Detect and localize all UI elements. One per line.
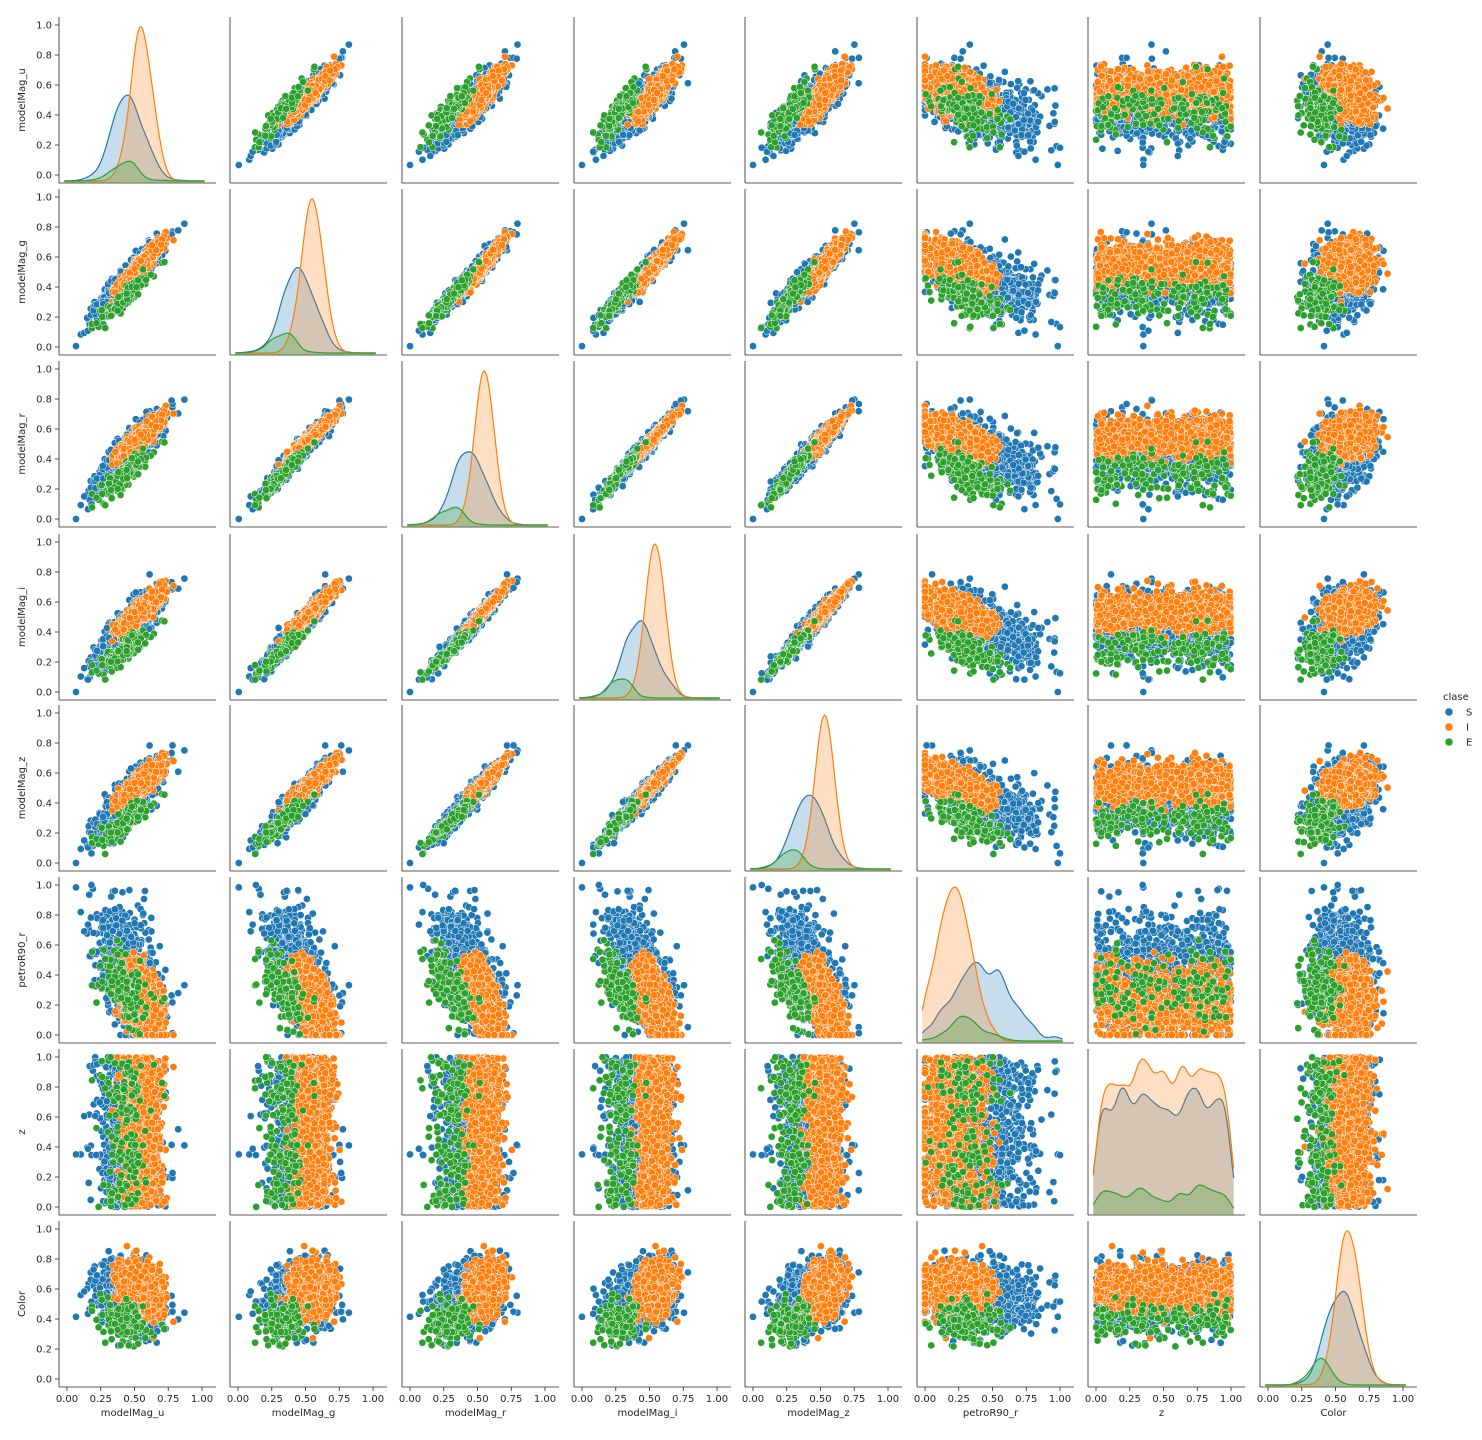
y-tick-label: 1.0: [36, 21, 52, 32]
pairplot-panels: 0.0 0.2 0.4 0.6 0.8 1.0 modelMag_u0.0 0.2 0.4 0.6…: [17, 17, 1417, 1419]
panel-modelMag_u-vs-modelMag_u: 0.0 0.2 0.4 0.6 0.8 1.0 modelMag_u: [17, 17, 216, 183]
y-tick-label: 0.4: [36, 111, 52, 122]
y-axis-label: modelMag_u: [17, 68, 28, 132]
point-S: [345, 41, 352, 48]
y-tick-label: 0.0: [36, 171, 52, 182]
y-tick-label: 0.8: [36, 51, 52, 62]
y-tick-label: 0.2: [36, 141, 52, 152]
y-tick-label: 0.6: [36, 81, 52, 92]
panel-modelMag_u-vs-modelMag_g: [230, 17, 387, 183]
